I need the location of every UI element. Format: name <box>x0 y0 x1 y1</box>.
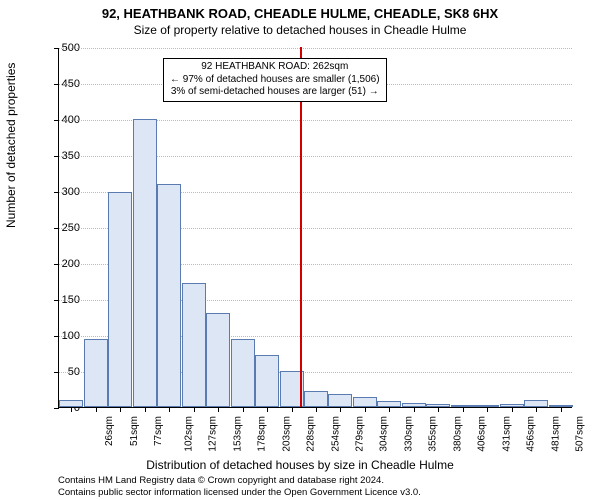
x-tick-label: 153sqm <box>232 416 243 452</box>
x-tick-mark <box>463 407 464 412</box>
x-tick-label: 77sqm <box>153 416 164 446</box>
y-axis-label: Number of detached properties <box>4 63 18 228</box>
histogram-bar <box>59 400 83 407</box>
x-tick-mark <box>487 407 488 412</box>
histogram-bar <box>84 339 108 407</box>
x-tick-label: 330sqm <box>404 416 415 452</box>
x-tick-mark <box>512 407 513 412</box>
histogram-bar <box>353 397 377 407</box>
x-tick-label: 203sqm <box>281 416 292 452</box>
footer: Contains HM Land Registry data © Crown c… <box>58 475 421 498</box>
x-tick-label: 178sqm <box>257 416 268 452</box>
x-tick-mark <box>96 407 97 412</box>
gridline <box>59 48 572 49</box>
histogram-bar <box>377 401 401 407</box>
x-tick-label: 406sqm <box>477 416 488 452</box>
x-tick-mark <box>267 407 268 412</box>
annotation-box: 92 HEATHBANK ROAD: 262sqm ← 97% of detac… <box>163 58 387 102</box>
annotation-line-3: 3% of semi-detached houses are larger (5… <box>170 86 380 99</box>
x-axis-label: Distribution of detached houses by size … <box>0 458 600 472</box>
x-tick-label: 380sqm <box>452 416 463 452</box>
x-tick-mark <box>169 407 170 412</box>
histogram-bar <box>206 313 230 407</box>
chart-area: 92 HEATHBANK ROAD: 262sqm ← 97% of detac… <box>58 48 572 408</box>
histogram-bar <box>108 192 132 407</box>
x-tick-label: 355sqm <box>428 416 439 452</box>
histogram-bar <box>304 391 328 407</box>
x-tick-label: 26sqm <box>104 416 115 446</box>
histogram-bar <box>328 394 352 407</box>
x-tick-mark <box>120 407 121 412</box>
histogram-bar <box>231 339 255 407</box>
footer-line-1: Contains HM Land Registry data © Crown c… <box>58 475 421 486</box>
x-tick-label: 507sqm <box>575 416 586 452</box>
x-tick-label: 102sqm <box>183 416 194 452</box>
x-tick-label: 481sqm <box>550 416 561 452</box>
histogram-bar <box>157 184 181 407</box>
x-tick-mark <box>194 407 195 412</box>
x-tick-mark <box>340 407 341 412</box>
plot-region <box>58 48 572 408</box>
histogram-bar <box>426 404 450 407</box>
histogram-bar <box>524 400 548 407</box>
histogram-bar <box>500 404 524 407</box>
x-tick-mark <box>561 407 562 412</box>
x-tick-mark <box>218 407 219 412</box>
x-tick-mark <box>145 407 146 412</box>
x-tick-label: 51sqm <box>129 416 140 446</box>
x-tick-mark <box>292 407 293 412</box>
page-title: 92, HEATHBANK ROAD, CHEADLE HULME, CHEAD… <box>0 6 600 21</box>
histogram-bar <box>182 283 206 407</box>
x-tick-label: 228sqm <box>306 416 317 452</box>
x-tick-label: 304sqm <box>379 416 390 452</box>
x-tick-label: 254sqm <box>330 416 341 452</box>
x-tick-mark <box>365 407 366 412</box>
x-tick-mark <box>389 407 390 412</box>
x-tick-label: 127sqm <box>208 416 219 452</box>
x-tick-mark <box>438 407 439 412</box>
x-tick-label: 431sqm <box>501 416 512 452</box>
histogram-bar <box>255 355 279 407</box>
x-tick-label: 456sqm <box>526 416 537 452</box>
histogram-bar <box>549 405 573 407</box>
x-tick-label: 279sqm <box>355 416 366 452</box>
x-tick-mark <box>414 407 415 412</box>
footer-line-2: Contains public sector information licen… <box>58 487 421 498</box>
histogram-bar <box>133 119 157 407</box>
histogram-bar <box>451 405 475 407</box>
histogram-bar <box>475 405 499 407</box>
x-tick-mark <box>536 407 537 412</box>
annotation-line-2: ← 97% of detached houses are smaller (1,… <box>170 74 380 87</box>
histogram-bar <box>402 403 426 407</box>
annotation-line-1: 92 HEATHBANK ROAD: 262sqm <box>170 61 380 74</box>
x-tick-mark <box>316 407 317 412</box>
x-tick-mark <box>243 407 244 412</box>
page-subtitle: Size of property relative to detached ho… <box>0 23 600 37</box>
